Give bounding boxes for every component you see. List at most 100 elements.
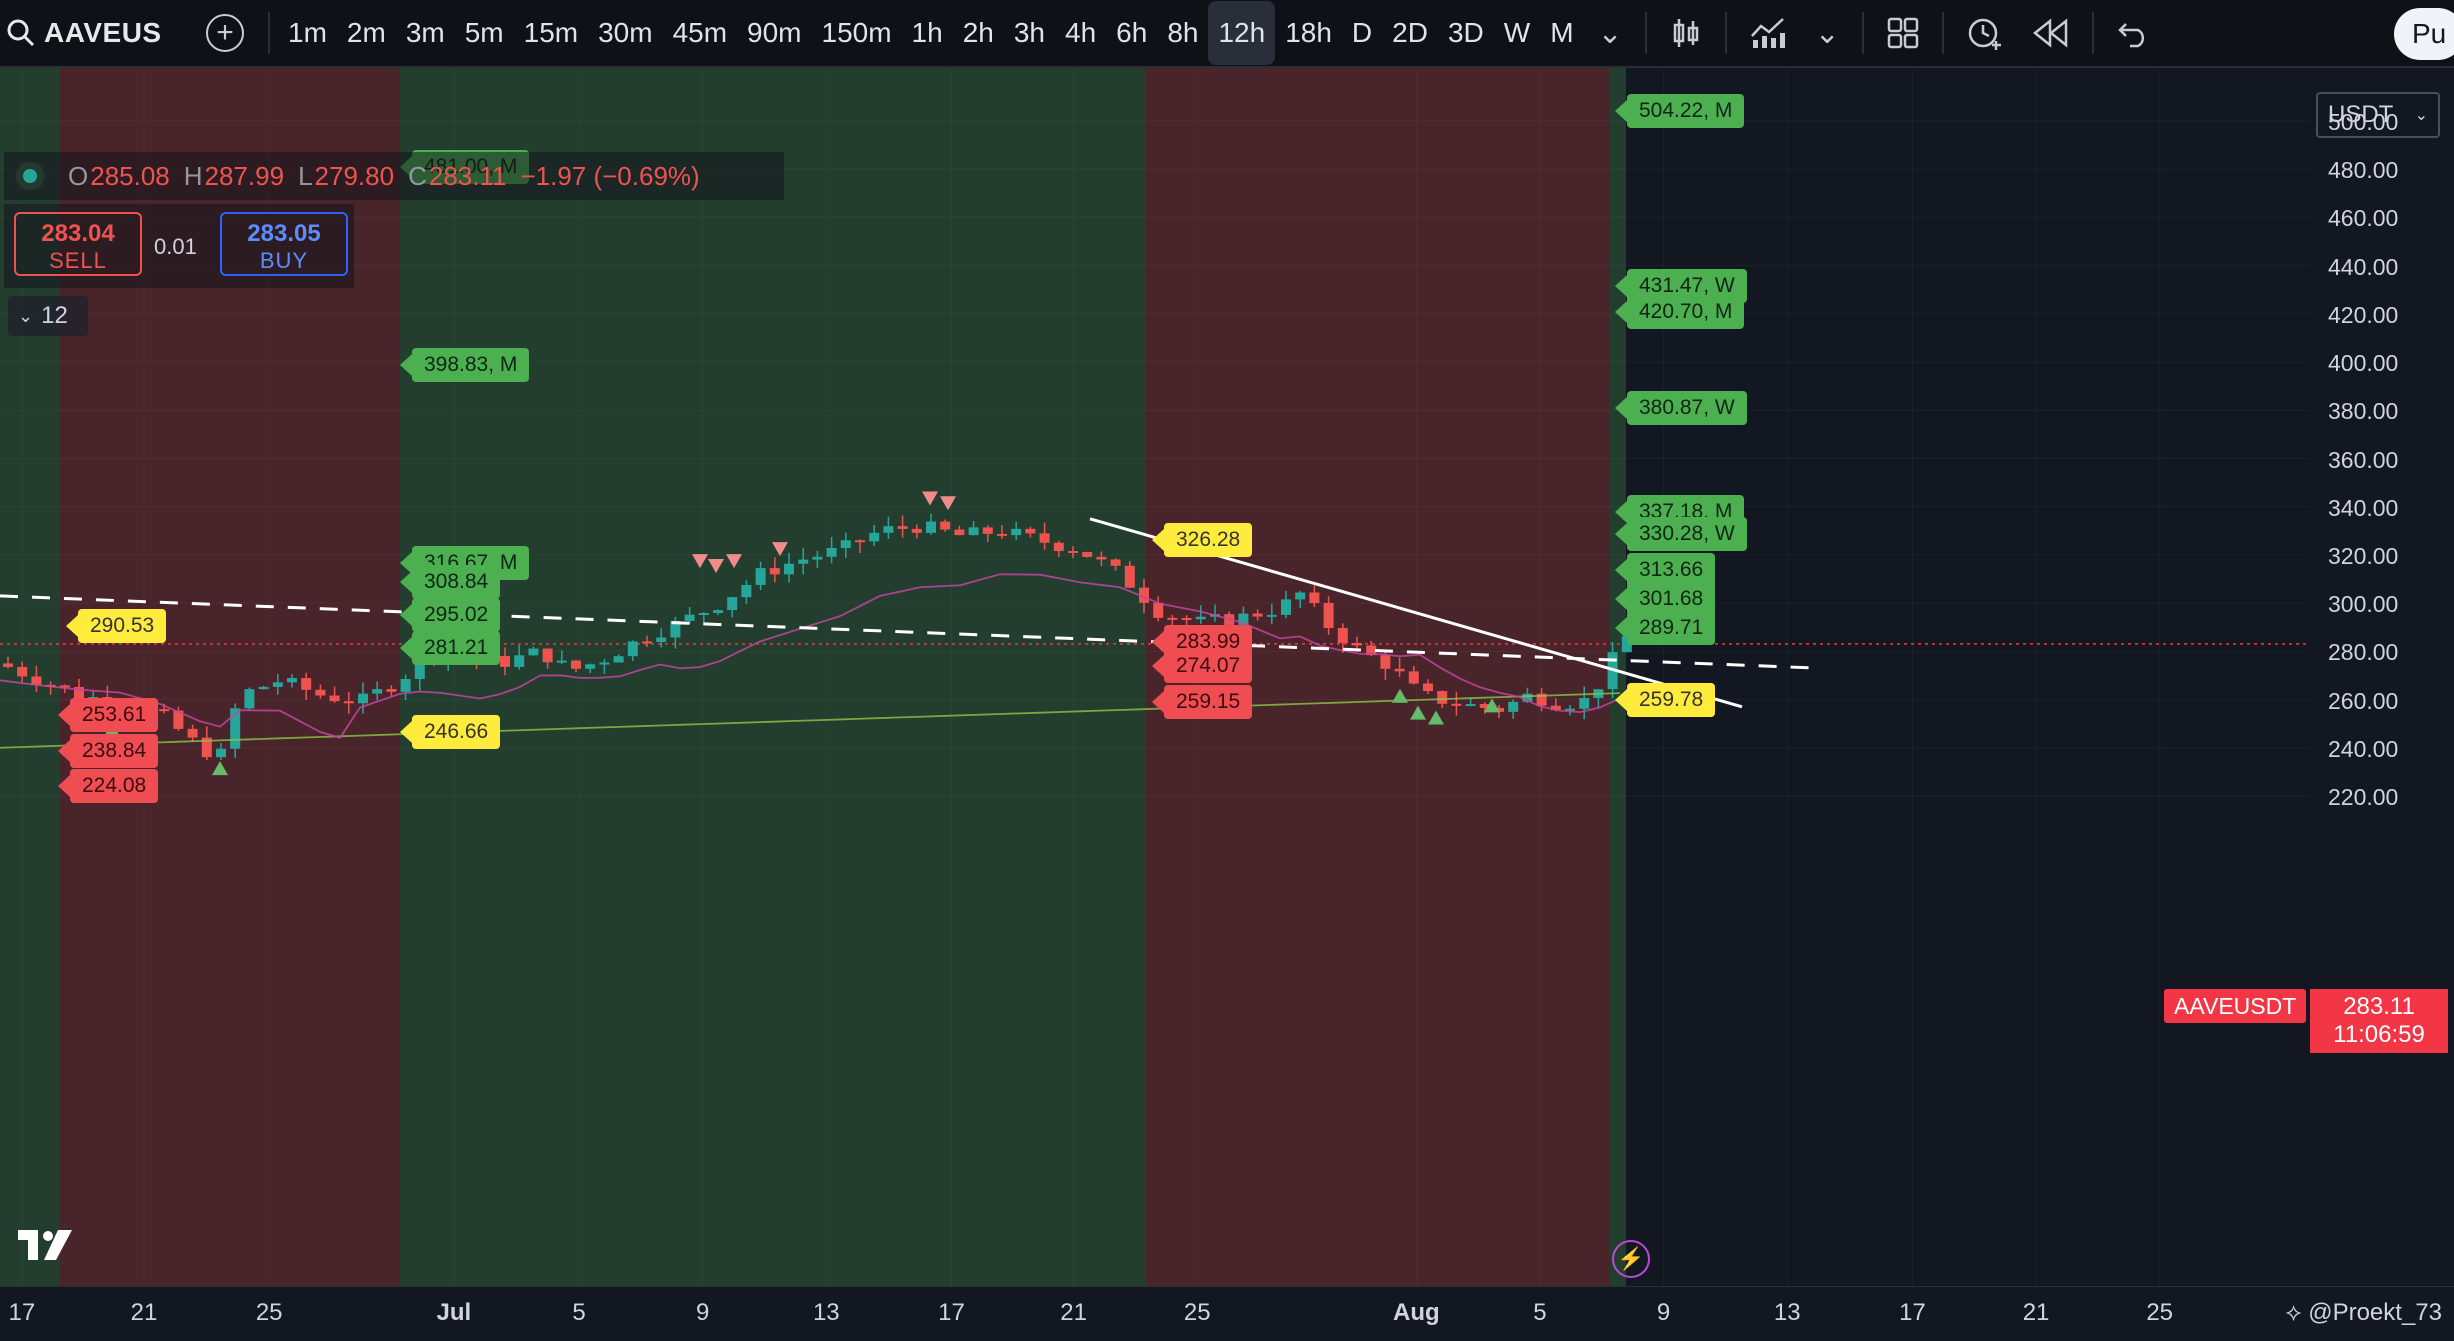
price-level-label[interactable]: 259.78	[1614, 683, 1716, 718]
price-tick-label: 500.00	[2328, 109, 2399, 135]
timeframe-3h[interactable]: 3h	[1013, 17, 1046, 48]
price-tick-label: 420.00	[2328, 301, 2399, 328]
timeframe-4h[interactable]: 4h	[1065, 17, 1097, 48]
price-level-label[interactable]: 246.66	[399, 714, 501, 749]
candle-body	[727, 597, 738, 611]
time-tick-label: 9	[1656, 1299, 1671, 1326]
tradingview-logo[interactable]	[16, 1224, 86, 1264]
time-axis[interactable]: 17 21 25 Jul 5 9 13 17 21 25 Aug 5 9 13 17 21 25 ⟡ @Proe…	[0, 1286, 2454, 1341]
price-tick-label: 260.00	[2328, 687, 2399, 714]
timeframe-18h[interactable]: 18h	[1285, 17, 1332, 48]
candle-body	[1068, 550, 1078, 553]
buy-signal-marker	[1410, 705, 1426, 720]
price-level-label[interactable]: 259.15	[1151, 684, 1253, 719]
toolbar-divider	[1941, 12, 1944, 54]
price-level-label[interactable]: 224.08	[57, 769, 159, 804]
timeframe-8h[interactable]: 8h	[1167, 17, 1199, 48]
timeframe-D[interactable]: D	[1351, 17, 1373, 48]
timeframe-3D[interactable]: 3D	[1447, 17, 1484, 48]
indicators-icon[interactable]	[1735, 1, 1801, 65]
candle-body	[741, 584, 752, 598]
price-level-label[interactable]: 290.53	[65, 608, 167, 643]
lightning-icon[interactable]: ⚡	[1612, 1240, 1650, 1278]
timeframe-45m[interactable]: 45m	[672, 17, 728, 48]
price-level-label[interactable]: 380.87, W	[1615, 391, 1747, 426]
candle-body	[1479, 704, 1490, 708]
timeframe-3m[interactable]: 3m	[405, 17, 445, 48]
timeframe-90m[interactable]: 90m	[747, 17, 802, 48]
timeframe-150m[interactable]: 150m	[821, 17, 892, 48]
timeframe-2h[interactable]: 2h	[962, 17, 994, 48]
candle-body	[1295, 592, 1306, 600]
candle-body	[1621, 636, 1632, 653]
timeframe-M[interactable]: M	[1550, 17, 1574, 48]
trade-panel: 283.04 SELL 0.01 283.05 BUY	[4, 204, 354, 288]
moving-average-line	[0, 692, 1621, 749]
time-tick-label: 25	[2146, 1299, 2174, 1326]
price-level-label[interactable]: 253.61	[57, 697, 159, 732]
time-tick-label: 13	[812, 1299, 840, 1326]
price-level-label[interactable]: 420.70, M	[1614, 295, 1745, 330]
price-level-label[interactable]: 326.28	[1151, 522, 1253, 557]
price-level-label[interactable]: 274.07	[1151, 648, 1253, 683]
candle-body	[358, 693, 368, 704]
candle-body	[1082, 552, 1093, 557]
timeframe-12h[interactable]: 12h	[1208, 1, 1276, 65]
author-watermark: ⟡ @Proekt_73	[2286, 1299, 2442, 1327]
price-level-label[interactable]: 281.21	[399, 631, 501, 666]
price-level-label[interactable]: 308.84	[399, 564, 501, 599]
undo-icon[interactable]	[2102, 1, 2166, 65]
chevron-down-icon: ⌄	[2414, 107, 2428, 124]
timeframe-W[interactable]: W	[1503, 17, 1531, 48]
candle-body	[230, 708, 241, 749]
candle-body	[1437, 691, 1448, 704]
candle-body	[940, 521, 951, 530]
timeframe-2m[interactable]: 2m	[346, 17, 386, 48]
legend-high-key: H	[183, 160, 203, 191]
candle-body	[642, 641, 652, 644]
compare-add-icon[interactable]: +	[206, 14, 244, 52]
timeframe-1m[interactable]: 1m	[288, 17, 327, 48]
candle-body	[883, 526, 894, 533]
currency-select[interactable]: USDT ⌄	[2316, 92, 2440, 138]
background-band	[400, 68, 1146, 1286]
time-tick-label: 5	[1533, 1299, 1547, 1326]
indicators-toggle[interactable]: ⌄ 12	[8, 296, 88, 336]
layout-grid-icon[interactable]	[1872, 1, 1934, 65]
timeframe-1h[interactable]: 1h	[911, 17, 943, 48]
price-axis[interactable]: USDT ⌄ 500.00 480.00 460.00 440.00 420.00 400…	[2310, 68, 2454, 1286]
timeframe-5m[interactable]: 5m	[464, 17, 504, 48]
timeframe-30m[interactable]: 30m	[598, 17, 653, 48]
timeframe-6h[interactable]: 6h	[1116, 17, 1148, 48]
publish-button[interactable]: Pu	[2394, 8, 2454, 60]
price-level-label[interactable]: 504.22, M	[1614, 93, 1745, 128]
candle-type-icon[interactable]	[1655, 1, 1717, 65]
buy-button[interactable]: 283.05 BUY	[220, 212, 348, 276]
candle-body	[74, 686, 84, 699]
replay-rewind-icon[interactable]	[2018, 1, 2084, 65]
price-level-label[interactable]: 238.84	[57, 733, 159, 768]
price-level-label[interactable]: 295.02	[399, 598, 501, 633]
symbol-search[interactable]: AAVEUS	[0, 17, 176, 49]
price-level-label[interactable]: 301.68	[1614, 582, 1716, 617]
candle-body	[1494, 707, 1504, 712]
candle-body	[1252, 613, 1263, 617]
timeframe-2D[interactable]: 2D	[1392, 17, 1428, 48]
price-tick-label: 280.00	[2328, 639, 2399, 666]
price-level-label[interactable]: 398.83, M	[399, 347, 530, 382]
market-status-icon[interactable]	[14, 160, 46, 192]
timeframe-15m[interactable]: 15m	[523, 17, 579, 48]
sell-button[interactable]: 283.04 SELL	[14, 212, 142, 276]
alert-clock-icon[interactable]	[1952, 1, 2018, 65]
candle-body	[1124, 565, 1135, 588]
price-level-label[interactable]: 289.71	[1614, 610, 1716, 645]
time-tick-label: 17	[1899, 1299, 1926, 1326]
candle-body	[869, 532, 880, 542]
candle-body	[59, 685, 70, 688]
price-level-label[interactable]: 313.66	[1614, 553, 1716, 588]
price-tick-label: 220.00	[2328, 784, 2399, 810]
indicators-dropdown-chevron-icon[interactable]: ⌄	[1814, 16, 1840, 50]
timeframe-dropdown-chevron-icon[interactable]: ⌄	[1597, 16, 1623, 50]
price-level-label[interactable]: 330.28, W	[1615, 517, 1747, 552]
